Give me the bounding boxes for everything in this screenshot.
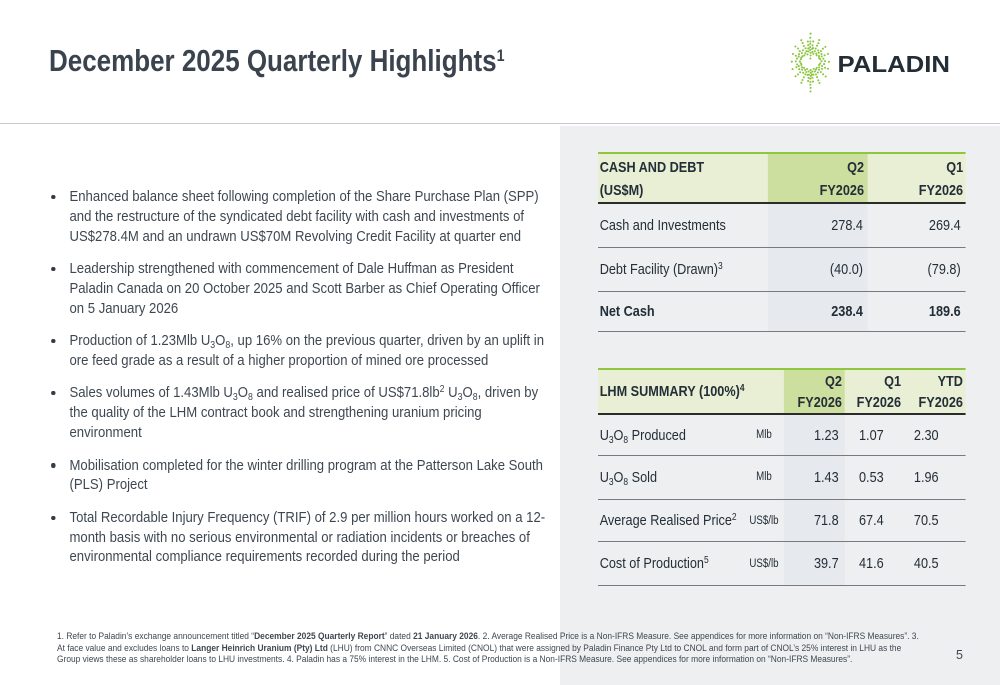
svg-text:PALADIN: PALADIN (838, 51, 951, 77)
